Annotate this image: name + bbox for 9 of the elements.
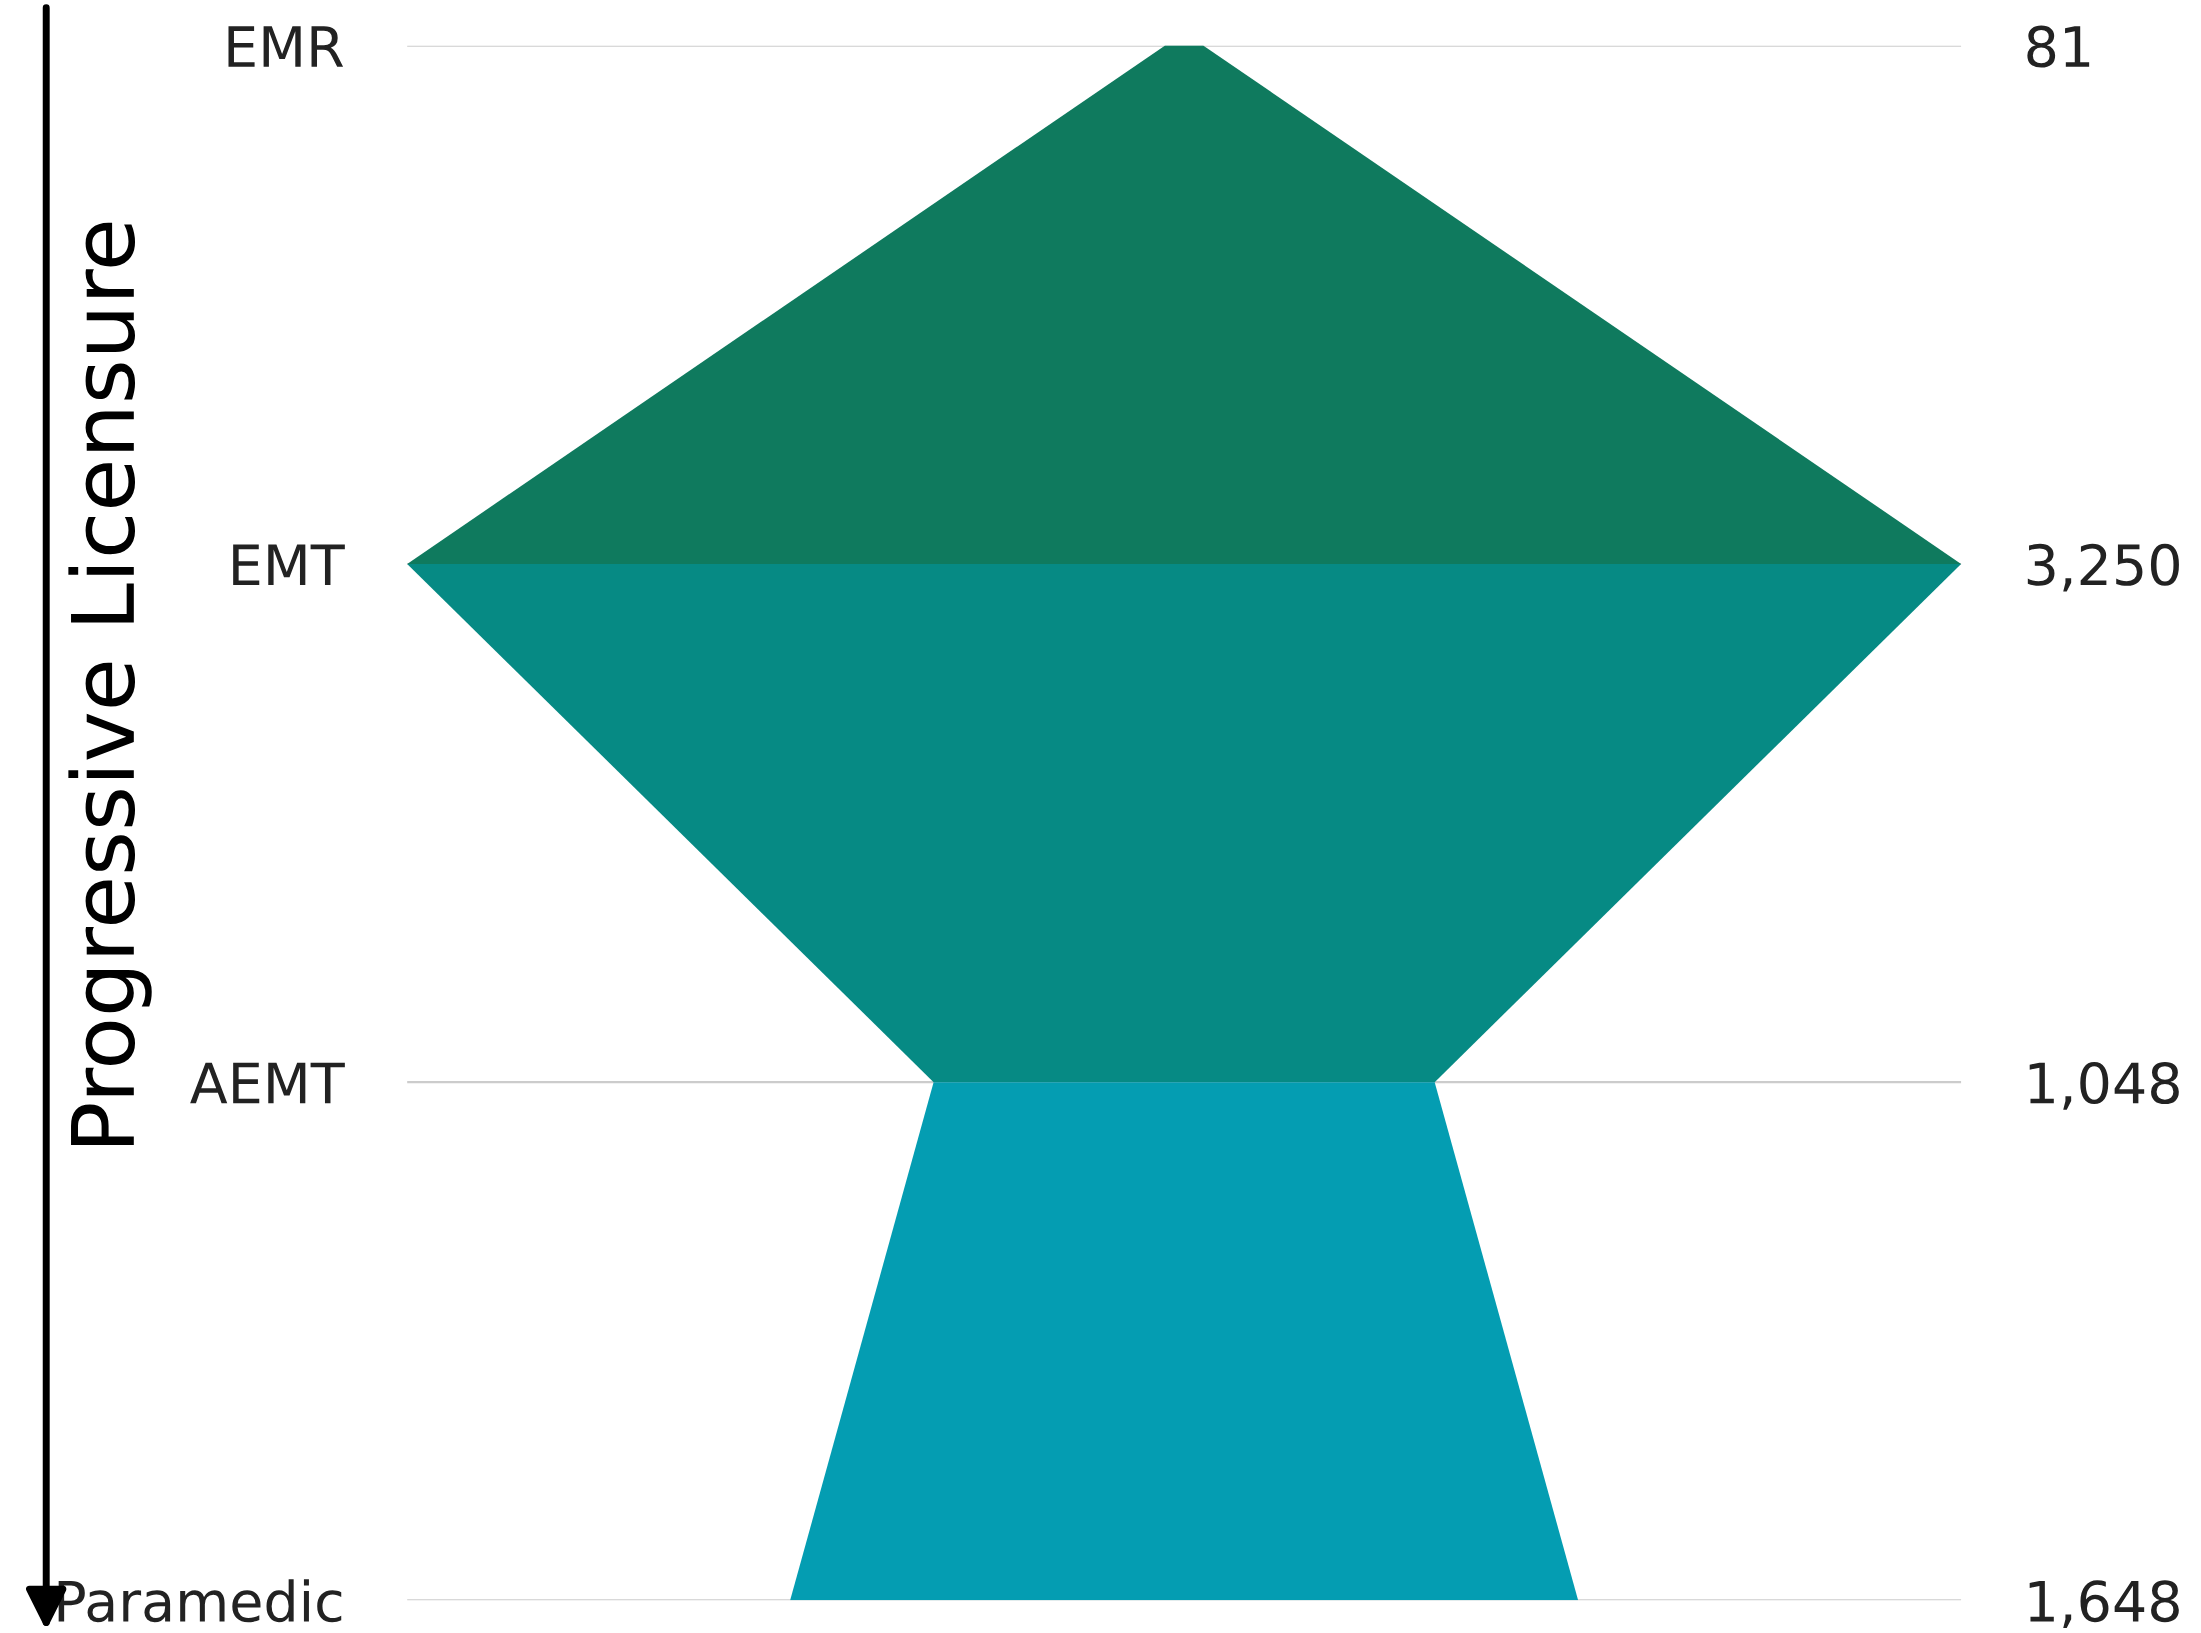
category-label: EMT bbox=[233, 544, 345, 586]
data-label: 81 bbox=[2027, 25, 2090, 68]
text: Progressive Licensure bbox=[68, 222, 152, 1146]
data-label: 1,048 bbox=[2029, 1062, 2179, 1110]
category-label: EMR bbox=[228, 26, 344, 67]
data-label: 1,648 bbox=[2029, 1580, 2179, 1628]
category-label: AEMT bbox=[190, 1062, 345, 1104]
category-label: Paramedic bbox=[58, 1579, 342, 1623]
data-label: 3,250 bbox=[2027, 543, 2179, 592]
